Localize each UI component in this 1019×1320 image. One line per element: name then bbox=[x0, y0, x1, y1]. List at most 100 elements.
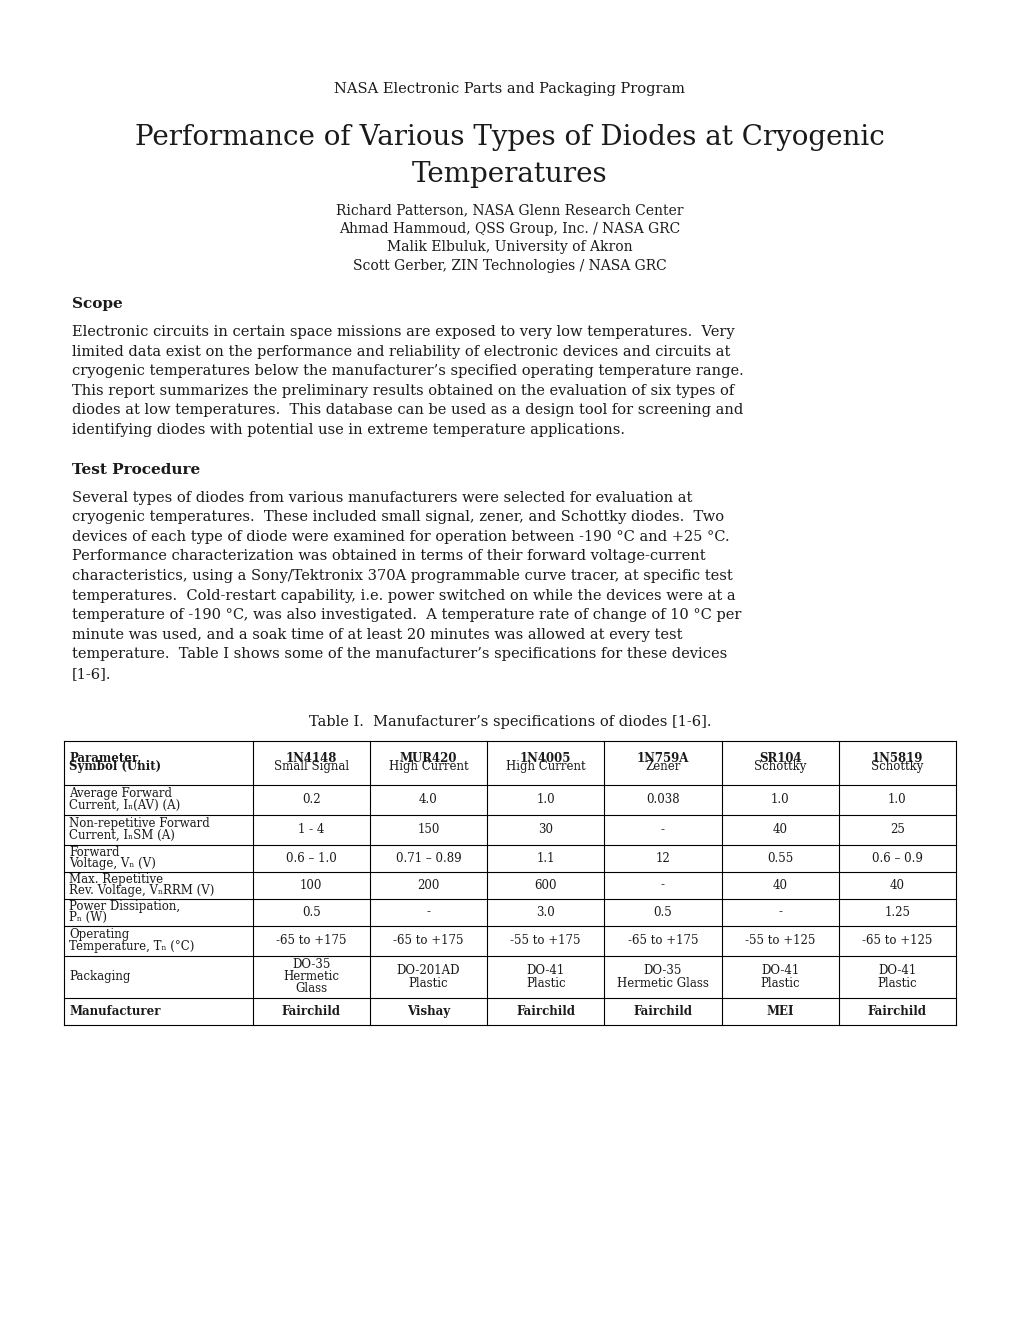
Text: High Current: High Current bbox=[505, 760, 585, 774]
Text: characteristics, using a Sony/Tektronix 370A programmable curve tracer, at speci: characteristics, using a Sony/Tektronix … bbox=[72, 569, 732, 583]
Text: Scott Gerber, ZIN Technologies / NASA GRC: Scott Gerber, ZIN Technologies / NASA GR… bbox=[353, 259, 666, 272]
Text: Schottky: Schottky bbox=[753, 760, 806, 774]
Text: 1.1: 1.1 bbox=[536, 851, 554, 865]
Text: limited data exist on the performance and reliability of electronic devices and : limited data exist on the performance an… bbox=[72, 345, 730, 359]
Text: -55 to +125: -55 to +125 bbox=[744, 935, 814, 946]
Text: Max. Repetitive: Max. Repetitive bbox=[69, 874, 163, 886]
Text: -65 to +175: -65 to +175 bbox=[627, 935, 697, 946]
Text: Voltage, Vₙ (V): Voltage, Vₙ (V) bbox=[69, 857, 156, 870]
Text: [1-6].: [1-6]. bbox=[72, 667, 111, 681]
Text: 3.0: 3.0 bbox=[536, 906, 554, 919]
Text: Performance of Various Types of Diodes at Cryogenic: Performance of Various Types of Diodes a… bbox=[135, 124, 884, 150]
Text: DO-41: DO-41 bbox=[877, 964, 916, 977]
Text: 1.0: 1.0 bbox=[888, 793, 906, 807]
Text: Zener: Zener bbox=[645, 760, 680, 774]
Text: -65 to +175: -65 to +175 bbox=[276, 935, 346, 946]
Text: 1.25: 1.25 bbox=[883, 906, 910, 919]
Text: Hermetic Glass: Hermetic Glass bbox=[616, 977, 708, 990]
Text: Temperature, Tₙ (°C): Temperature, Tₙ (°C) bbox=[69, 940, 195, 953]
Text: 0.6 – 1.0: 0.6 – 1.0 bbox=[285, 851, 336, 865]
Text: 200: 200 bbox=[417, 879, 439, 891]
Text: 25: 25 bbox=[889, 824, 904, 836]
Text: diodes at low temperatures.  This database can be used as a design tool for scre: diodes at low temperatures. This databas… bbox=[72, 404, 743, 417]
Text: Plastic: Plastic bbox=[409, 977, 447, 990]
Text: DO-201AD: DO-201AD bbox=[396, 964, 460, 977]
Text: Ahmad Hammoud, QSS Group, Inc. / NASA GRC: Ahmad Hammoud, QSS Group, Inc. / NASA GR… bbox=[339, 222, 680, 235]
Text: 0.71 – 0.89: 0.71 – 0.89 bbox=[395, 851, 461, 865]
Text: Richard Patterson, NASA Glenn Research Center: Richard Patterson, NASA Glenn Research C… bbox=[336, 203, 683, 216]
Text: Packaging: Packaging bbox=[69, 970, 130, 983]
Text: 0.2: 0.2 bbox=[302, 793, 320, 807]
Text: DO-41: DO-41 bbox=[526, 964, 565, 977]
Text: Fairchild: Fairchild bbox=[516, 1005, 575, 1018]
Text: Table I.  Manufacturer’s specifications of diodes [1-6].: Table I. Manufacturer’s specifications o… bbox=[309, 714, 710, 729]
Text: Fairchild: Fairchild bbox=[867, 1005, 926, 1018]
Text: Average Forward: Average Forward bbox=[69, 787, 172, 800]
Text: Forward: Forward bbox=[69, 846, 119, 859]
Text: 0.6 – 0.9: 0.6 – 0.9 bbox=[871, 851, 922, 865]
Text: -: - bbox=[426, 906, 430, 919]
Text: Power Dissipation,: Power Dissipation, bbox=[69, 900, 180, 913]
Text: SR104: SR104 bbox=[758, 751, 801, 764]
Text: Fairchild: Fairchild bbox=[633, 1005, 692, 1018]
Text: devices of each type of diode were examined for operation between -190 °C and +2: devices of each type of diode were exami… bbox=[72, 529, 729, 544]
Text: 100: 100 bbox=[300, 879, 322, 891]
Text: 0.5: 0.5 bbox=[653, 906, 672, 919]
Text: Schottky: Schottky bbox=[870, 760, 922, 774]
Text: cryogenic temperatures below the manufacturer’s specified operating temperature : cryogenic temperatures below the manufac… bbox=[72, 364, 743, 379]
Text: Temperatures: Temperatures bbox=[412, 161, 607, 187]
Text: DO-35: DO-35 bbox=[291, 958, 330, 972]
Text: 4.0: 4.0 bbox=[419, 793, 437, 807]
Text: 1N4148: 1N4148 bbox=[285, 751, 336, 764]
Text: minute was used, and a soak time of at least 20 minutes was allowed at every tes: minute was used, and a soak time of at l… bbox=[72, 628, 682, 642]
Text: Scope: Scope bbox=[72, 297, 122, 312]
Text: -55 to +175: -55 to +175 bbox=[510, 935, 581, 946]
Text: DO-35: DO-35 bbox=[643, 964, 682, 977]
Text: 1.0: 1.0 bbox=[770, 793, 789, 807]
Text: -: - bbox=[660, 879, 664, 891]
Text: Current, IₙSM (A): Current, IₙSM (A) bbox=[69, 829, 174, 842]
Text: 1N4005: 1N4005 bbox=[520, 751, 571, 764]
Text: 1N5819: 1N5819 bbox=[871, 751, 922, 764]
Text: Plastic: Plastic bbox=[526, 977, 565, 990]
Text: Plastic: Plastic bbox=[759, 977, 799, 990]
Text: Parameter,: Parameter, bbox=[69, 751, 142, 764]
Text: MEI: MEI bbox=[765, 1005, 793, 1018]
Text: Current, Iₙ(AV) (A): Current, Iₙ(AV) (A) bbox=[69, 799, 180, 812]
Text: Hermetic: Hermetic bbox=[283, 970, 339, 983]
Text: Operating: Operating bbox=[69, 928, 129, 941]
Text: 40: 40 bbox=[771, 879, 787, 891]
Text: -65 to +175: -65 to +175 bbox=[392, 935, 464, 946]
Text: Rev. Voltage, VₙRRM (V): Rev. Voltage, VₙRRM (V) bbox=[69, 884, 214, 898]
Text: 0.038: 0.038 bbox=[645, 793, 679, 807]
Text: 0.55: 0.55 bbox=[766, 851, 793, 865]
Text: -65 to +125: -65 to +125 bbox=[861, 935, 931, 946]
Text: Several types of diodes from various manufacturers were selected for evaluation : Several types of diodes from various man… bbox=[72, 491, 692, 504]
Text: -: - bbox=[777, 906, 782, 919]
Text: temperature of -190 °C, was also investigated.  A temperature rate of change of : temperature of -190 °C, was also investi… bbox=[72, 609, 741, 622]
Text: Electronic circuits in certain space missions are exposed to very low temperatur: Electronic circuits in certain space mis… bbox=[72, 325, 734, 339]
Text: 1 - 4: 1 - 4 bbox=[298, 824, 324, 836]
Text: Small Signal: Small Signal bbox=[273, 760, 348, 774]
Text: 1.0: 1.0 bbox=[536, 793, 554, 807]
Text: Pₙ (W): Pₙ (W) bbox=[69, 911, 107, 924]
Text: 30: 30 bbox=[538, 824, 552, 836]
Text: 1N759A: 1N759A bbox=[636, 751, 689, 764]
Text: MUR420: MUR420 bbox=[399, 751, 457, 764]
Text: 40: 40 bbox=[771, 824, 787, 836]
Text: Plastic: Plastic bbox=[876, 977, 916, 990]
Text: Fairchild: Fairchild bbox=[281, 1005, 340, 1018]
Text: temperature.  Table I shows some of the manufacturer’s specifications for these : temperature. Table I shows some of the m… bbox=[72, 647, 727, 661]
Text: 0.5: 0.5 bbox=[302, 906, 320, 919]
Text: identifying diodes with potential use in extreme temperature applications.: identifying diodes with potential use in… bbox=[72, 422, 625, 437]
Text: Performance characterization was obtained in terms of their forward voltage-curr: Performance characterization was obtaine… bbox=[72, 549, 705, 564]
Text: Symbol (Unit): Symbol (Unit) bbox=[69, 760, 161, 774]
Text: 12: 12 bbox=[655, 851, 669, 865]
Text: Malik Elbuluk, University of Akron: Malik Elbuluk, University of Akron bbox=[387, 240, 632, 253]
Text: NASA Electronic Parts and Packaging Program: NASA Electronic Parts and Packaging Prog… bbox=[334, 82, 685, 96]
Text: -: - bbox=[660, 824, 664, 836]
Text: Test Procedure: Test Procedure bbox=[72, 462, 200, 477]
Text: Glass: Glass bbox=[294, 982, 327, 995]
Text: 40: 40 bbox=[889, 879, 904, 891]
Text: Non-repetitive Forward: Non-repetitive Forward bbox=[69, 817, 210, 830]
